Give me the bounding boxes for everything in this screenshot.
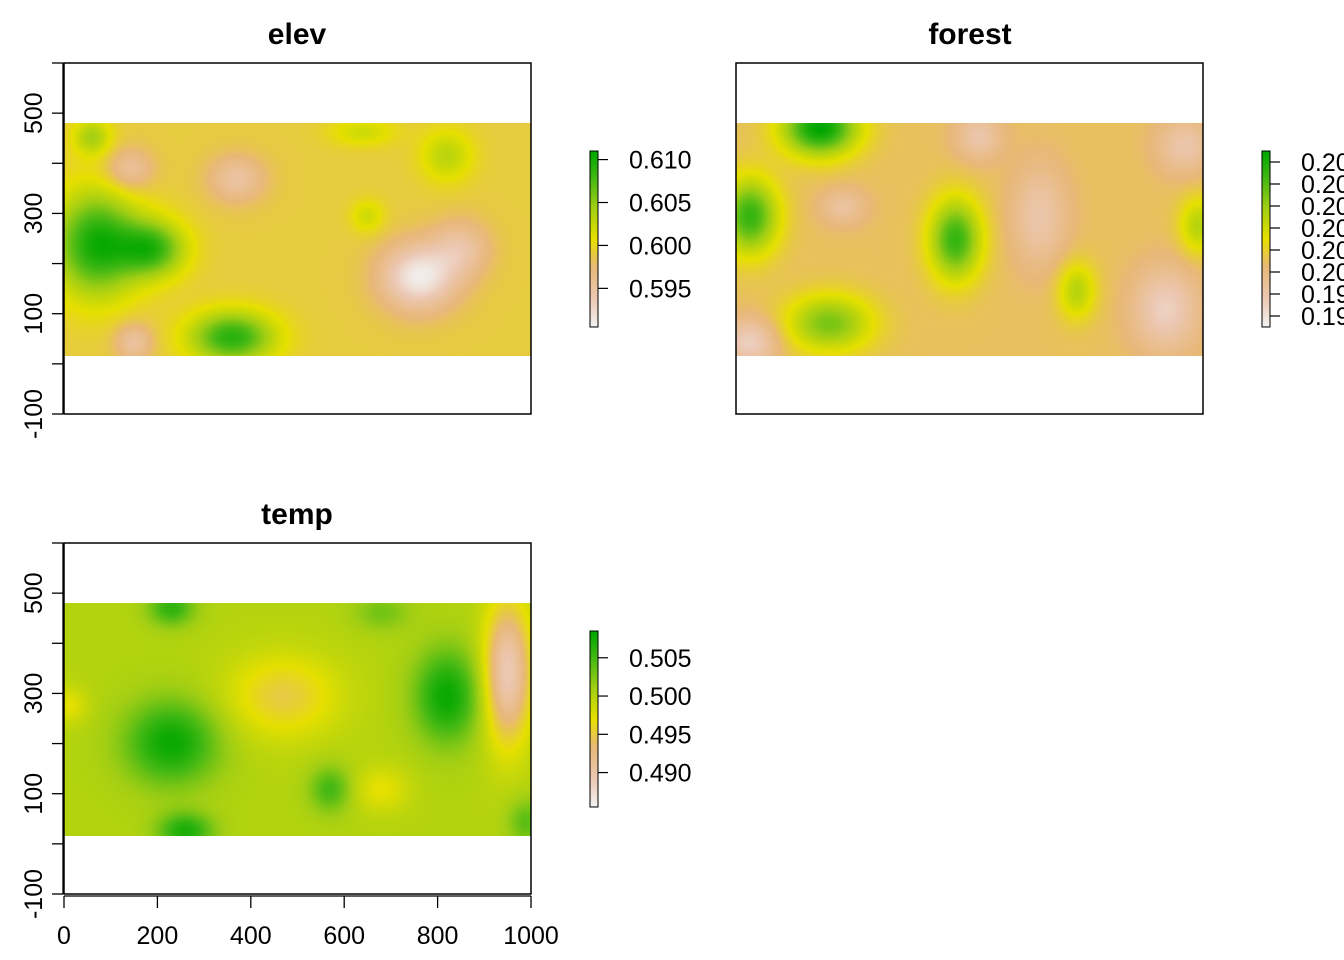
heatmap-raster-elev (64, 123, 531, 356)
y-tick-label: 300 (20, 673, 48, 715)
legend-tick-label: 0.610 (629, 147, 692, 175)
legend-color-bar (590, 631, 598, 807)
legend-tick-group: 0.190.190.200.200.200.200.200.20 (1270, 149, 1344, 331)
legend-tick-label: 0.595 (629, 275, 692, 303)
panel-title-forest: forest (928, 18, 1011, 51)
y-tick-label: 100 (20, 773, 48, 815)
heatmap-raster-temp (64, 603, 531, 836)
y-tick-label: 100 (20, 293, 48, 335)
legend-tick-label: 0.20 (1301, 149, 1344, 177)
panel-title-elev: elev (268, 18, 327, 51)
x-tick-label: 200 (137, 922, 179, 950)
y-tick-label: 500 (20, 572, 48, 614)
legend-tick-group: 0.490 0.495 0.500 0.505 (598, 645, 692, 788)
heatmap-raster-forest (736, 123, 1203, 356)
y-tick-label: -100 (20, 869, 48, 919)
legend-tick-label: 0.600 (629, 232, 692, 260)
x-axis-temp: 0 200 400 600 800 1000 (57, 896, 559, 950)
legend-temp: 0.490 0.495 0.500 0.505 (590, 631, 692, 807)
x-tick-label: 400 (230, 922, 272, 950)
y-axis-temp: -100 100 300 500 (20, 543, 63, 919)
legend-tick-label: 0.605 (629, 190, 692, 218)
x-tick-label: 0 (57, 922, 71, 950)
legend-color-bar (590, 151, 598, 327)
legend-tick-label: 0.500 (629, 683, 692, 711)
x-tick-label: 1000 (503, 922, 559, 950)
x-tick-label: 800 (417, 922, 459, 950)
x-tick-label: 600 (323, 922, 365, 950)
panel-temp: temp -100 100 300 500 0 200 400 600 800 1000 0.4… (20, 498, 692, 950)
panel-elev: elev -100 100 300 500 0.595 0.600 0.605 0.610 (20, 18, 692, 439)
panel-forest: forest 0.190.190.200.200.200.200.200.20 (736, 18, 1344, 414)
panel-title-temp: temp (261, 498, 333, 531)
y-tick-label: 300 (20, 193, 48, 235)
y-axis-elev: -100 100 300 500 (20, 63, 63, 439)
legend-tick-label: 0.490 (629, 760, 692, 788)
y-tick-label: 500 (20, 92, 48, 134)
legend-forest: 0.190.190.200.200.200.200.200.20 (1262, 149, 1344, 331)
y-tick-label: -100 (20, 389, 48, 439)
legend-elev: 0.595 0.600 0.605 0.610 (590, 147, 692, 327)
legend-color-bar (1262, 151, 1270, 327)
legend-tick-label: 0.495 (629, 721, 692, 749)
legend-tick-group: 0.595 0.600 0.605 0.610 (598, 147, 692, 304)
legend-tick-label: 0.505 (629, 645, 692, 673)
